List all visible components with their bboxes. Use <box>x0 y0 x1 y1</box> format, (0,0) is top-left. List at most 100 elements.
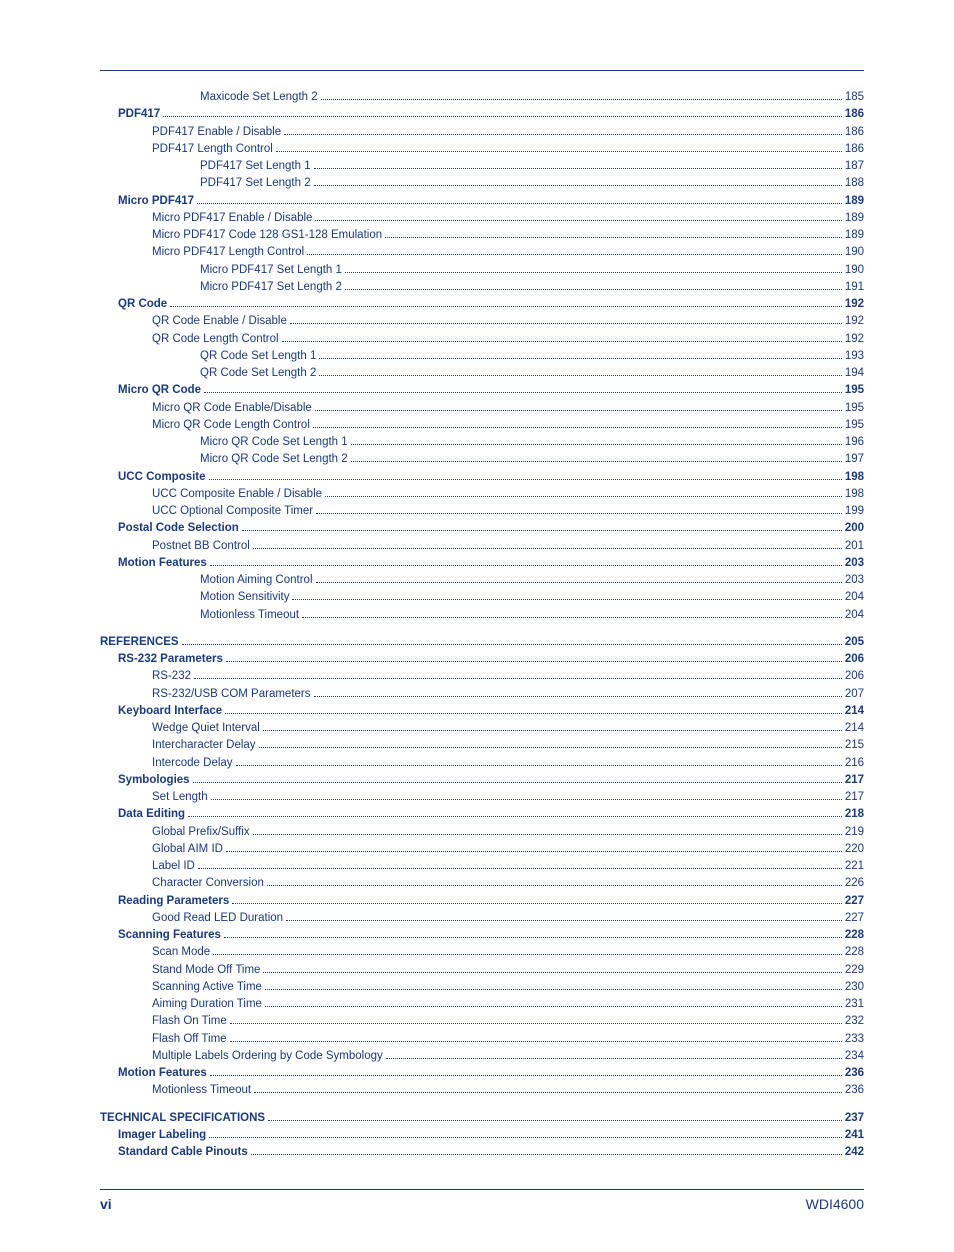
toc-leader-dots <box>319 350 841 359</box>
toc-leader-dots <box>263 963 841 972</box>
toc-entry[interactable]: Postal Code Selection200 <box>100 520 864 537</box>
toc-entry[interactable]: QR Code192 <box>100 296 864 313</box>
toc-entry[interactable]: Reading Parameters227 <box>100 893 864 910</box>
toc-entry-label: Micro QR Code Length Control <box>152 417 310 434</box>
toc-entry[interactable]: Stand Mode Off Time229 <box>100 962 864 979</box>
toc-entry[interactable]: Flash Off Time233 <box>100 1031 864 1048</box>
toc-entry[interactable]: Global Prefix/Suffix219 <box>100 824 864 841</box>
toc-entry[interactable]: Micro PDF417 Length Control190 <box>100 244 864 261</box>
page-number: vi <box>100 1196 112 1212</box>
toc-entry[interactable]: Wedge Quiet Interval214 <box>100 720 864 737</box>
toc-leader-dots <box>226 843 842 852</box>
toc-entry[interactable]: Micro QR Code Set Length 1196 <box>100 434 864 451</box>
toc-entry-label: Micro QR Code Set Length 2 <box>200 451 348 468</box>
toc-leader-dots <box>302 608 842 617</box>
toc-entry-page: 242 <box>845 1144 864 1161</box>
toc-entry[interactable]: Motion Features203 <box>100 555 864 572</box>
toc-entry[interactable]: QR Code Set Length 1193 <box>100 348 864 365</box>
toc-leader-dots <box>211 791 842 800</box>
toc-entry[interactable]: QR Code Set Length 2194 <box>100 365 864 382</box>
toc-entry[interactable]: Motion Aiming Control203 <box>100 572 864 589</box>
toc-entry[interactable]: Micro PDF417 Enable / Disable189 <box>100 210 864 227</box>
toc-entry[interactable]: Intercode Delay216 <box>100 755 864 772</box>
toc-entry[interactable]: Keyboard Interface214 <box>100 703 864 720</box>
toc-entry-label: PDF417 <box>118 106 160 123</box>
toc-entry[interactable]: Motionless Timeout204 <box>100 607 864 624</box>
toc-entry[interactable]: Label ID221 <box>100 858 864 875</box>
toc-entry[interactable]: Standard Cable Pinouts 242 <box>100 1144 864 1161</box>
toc-entry[interactable]: Micro PDF417 Code 128 GS1-128 Emulation1… <box>100 227 864 244</box>
toc-entry[interactable]: Postnet BB Control201 <box>100 538 864 555</box>
toc-entry[interactable]: PDF417 Set Length 2188 <box>100 175 864 192</box>
toc-entry[interactable]: PDF417186 <box>100 106 864 123</box>
toc-entry[interactable]: Multiple Labels Ordering by Code Symbolo… <box>100 1048 864 1065</box>
toc-entry[interactable]: RS-232206 <box>100 668 864 685</box>
toc-entry[interactable]: Aiming Duration Time231 <box>100 996 864 1013</box>
toc-entry[interactable]: PDF417 Length Control186 <box>100 141 864 158</box>
section-spacer <box>100 1100 864 1110</box>
toc-entry[interactable]: RS-232 Parameters206 <box>100 651 864 668</box>
toc-entry-page: 189 <box>845 227 864 244</box>
toc-entry-label: Motion Sensitivity <box>200 589 289 606</box>
toc-leader-dots <box>263 722 842 731</box>
toc-leader-dots <box>226 653 842 662</box>
toc-leader-dots <box>236 756 842 765</box>
toc-leader-dots <box>325 488 842 497</box>
toc-entry[interactable]: Imager Labeling241 <box>100 1127 864 1144</box>
toc-entry[interactable]: Global AIM ID220 <box>100 841 864 858</box>
toc-entry-label: Aiming Duration Time <box>152 996 262 1013</box>
toc-entry[interactable]: UCC Composite Enable / Disable198 <box>100 486 864 503</box>
toc-entry-page: 190 <box>845 262 864 279</box>
toc-entry[interactable]: Maxicode Set Length 2185 <box>100 89 864 106</box>
toc-entry[interactable]: TECHNICAL SPECIFICATIONS237 <box>100 1110 864 1127</box>
toc-entry[interactable]: QR Code Length Control192 <box>100 331 864 348</box>
toc-entry[interactable]: Symbologies217 <box>100 772 864 789</box>
toc-entry[interactable]: Motionless Timeout236 <box>100 1082 864 1099</box>
toc-entry-label: RS-232/USB COM Parameters <box>152 686 311 703</box>
toc-entry[interactable]: Motion Sensitivity204 <box>100 589 864 606</box>
toc-entry-label: REFERENCES <box>100 634 179 651</box>
toc-entry[interactable]: Micro QR Code195 <box>100 382 864 399</box>
toc-leader-dots <box>213 946 842 955</box>
toc-entry[interactable]: Set Length217 <box>100 789 864 806</box>
toc-entry-label: Multiple Labels Ordering by Code Symbolo… <box>152 1048 383 1065</box>
toc-entry[interactable]: Micro QR Code Set Length 2197 <box>100 451 864 468</box>
toc-entry-label: Micro PDF417 Length Control <box>152 244 304 261</box>
toc-entry[interactable]: Scanning Features228 <box>100 927 864 944</box>
toc-entry-page: 199 <box>845 503 864 520</box>
toc-leader-dots <box>345 281 842 290</box>
toc-entry-page: 195 <box>845 417 864 434</box>
toc-entry-label: Postal Code Selection <box>118 520 239 537</box>
toc-entry-page: 227 <box>845 893 864 910</box>
toc-entry-page: 237 <box>845 1110 864 1127</box>
toc-entry[interactable]: Flash On Time232 <box>100 1013 864 1030</box>
toc-leader-dots <box>188 808 842 817</box>
toc-entry[interactable]: PDF417 Enable / Disable186 <box>100 124 864 141</box>
toc-entry[interactable]: Micro QR Code Enable/Disable195 <box>100 400 864 417</box>
toc-entry-label: Standard Cable Pinouts <box>118 1144 248 1161</box>
toc-entry[interactable]: Micro PDF417189 <box>100 193 864 210</box>
toc-entry-label: QR Code Length Control <box>152 331 279 348</box>
toc-entry[interactable]: RS-232/USB COM Parameters207 <box>100 686 864 703</box>
toc-entry[interactable]: Micro QR Code Length Control 195 <box>100 417 864 434</box>
toc-entry[interactable]: Micro PDF417 Set Length 2191 <box>100 279 864 296</box>
toc-entry[interactable]: UCC Composite198 <box>100 469 864 486</box>
toc-entry[interactable]: UCC Optional Composite Timer199 <box>100 503 864 520</box>
toc-entry[interactable]: Scanning Active Time230 <box>100 979 864 996</box>
toc-entry[interactable]: Data Editing218 <box>100 806 864 823</box>
toc-entry[interactable]: Micro PDF417 Set Length 1190 <box>100 262 864 279</box>
toc-entry[interactable]: REFERENCES205 <box>100 634 864 651</box>
toc-entry-page: 203 <box>845 555 864 572</box>
toc-entry[interactable]: Good Read LED Duration227 <box>100 910 864 927</box>
toc-entry-page: 221 <box>845 858 864 875</box>
toc-entry[interactable]: Character Conversion226 <box>100 875 864 892</box>
toc-entry-page: 201 <box>845 538 864 555</box>
toc-entry-label: Stand Mode Off Time <box>152 962 260 979</box>
toc-entry[interactable]: Intercharacter Delay215 <box>100 737 864 754</box>
toc-entry-label: RS-232 <box>152 668 191 685</box>
toc-entry-page: 215 <box>845 737 864 754</box>
toc-entry[interactable]: Scan Mode228 <box>100 944 864 961</box>
toc-entry[interactable]: QR Code Enable / Disable192 <box>100 313 864 330</box>
toc-entry[interactable]: PDF417 Set Length 1187 <box>100 158 864 175</box>
toc-entry[interactable]: Motion Features236 <box>100 1065 864 1082</box>
